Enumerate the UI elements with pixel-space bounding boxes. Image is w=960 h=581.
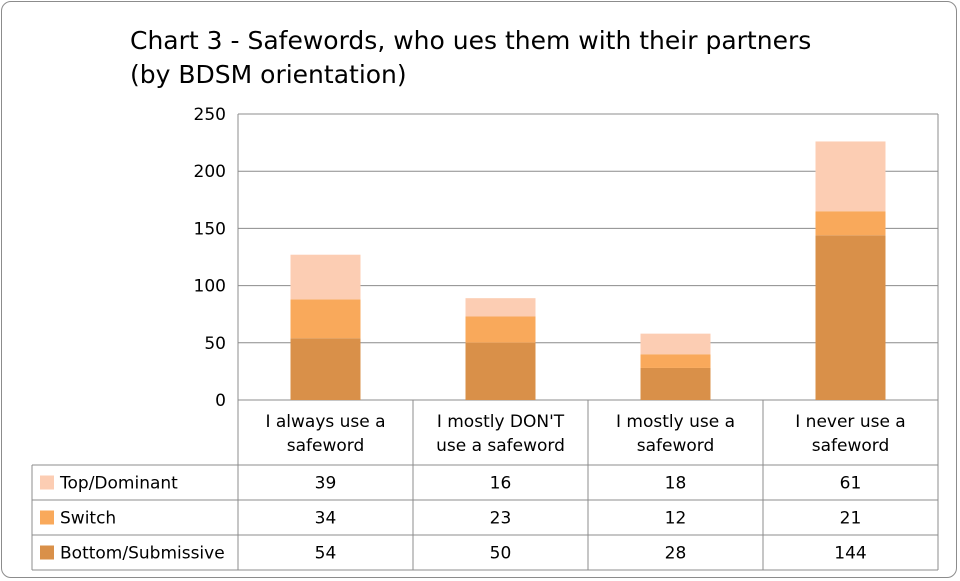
category-label: safeword [812, 436, 890, 456]
table-value: 16 [490, 474, 512, 494]
bar-segment [815, 211, 886, 236]
table-value: 18 [665, 474, 687, 494]
legend-label: Bottom/Submissive [60, 544, 225, 564]
bar-segment [640, 354, 711, 368]
bar-segment [815, 141, 886, 212]
bar-segment [640, 333, 711, 355]
legend-swatch [40, 475, 54, 490]
table-value: 12 [665, 509, 687, 529]
bar-segment [290, 254, 361, 300]
bar-segment [465, 298, 536, 317]
legend-swatch [40, 510, 54, 525]
table-value: 21 [840, 509, 862, 529]
table-value: 61 [840, 474, 862, 494]
legend-label: Switch [60, 509, 116, 529]
category-label: I mostly use a [616, 412, 735, 432]
y-tick-label: 100 [194, 277, 226, 297]
category-label: safeword [637, 436, 715, 456]
table-value: 23 [490, 509, 512, 529]
y-tick-label: 200 [194, 162, 226, 182]
bar-segment [465, 316, 536, 343]
bar-segment [465, 342, 536, 400]
table-value: 50 [490, 544, 512, 564]
bar-segment [815, 235, 886, 400]
bar-segment [640, 367, 711, 400]
bar-segment [290, 338, 361, 400]
category-label: I mostly DON'T [437, 412, 565, 432]
chart-title: Chart 3 - Safewords, who ues them with t… [130, 26, 812, 89]
table-value: 54 [315, 544, 337, 564]
legend-label: Top/Dominant [59, 474, 178, 494]
y-tick-label: 50 [204, 334, 226, 354]
category-label: I never use a [795, 412, 905, 432]
category-label: use a safeword [436, 436, 565, 456]
table-value: 34 [315, 509, 337, 529]
y-tick-label: 0 [215, 391, 226, 411]
table-value: 28 [665, 544, 687, 564]
y-tick-label: 150 [194, 219, 226, 239]
category-label: I always use a [265, 412, 385, 432]
legend-swatch [40, 545, 54, 560]
category-label: safeword [287, 436, 365, 456]
table-value: 39 [315, 474, 337, 494]
bar-segment [290, 299, 361, 339]
y-tick-label: 250 [194, 105, 226, 125]
table-value: 144 [834, 544, 866, 564]
